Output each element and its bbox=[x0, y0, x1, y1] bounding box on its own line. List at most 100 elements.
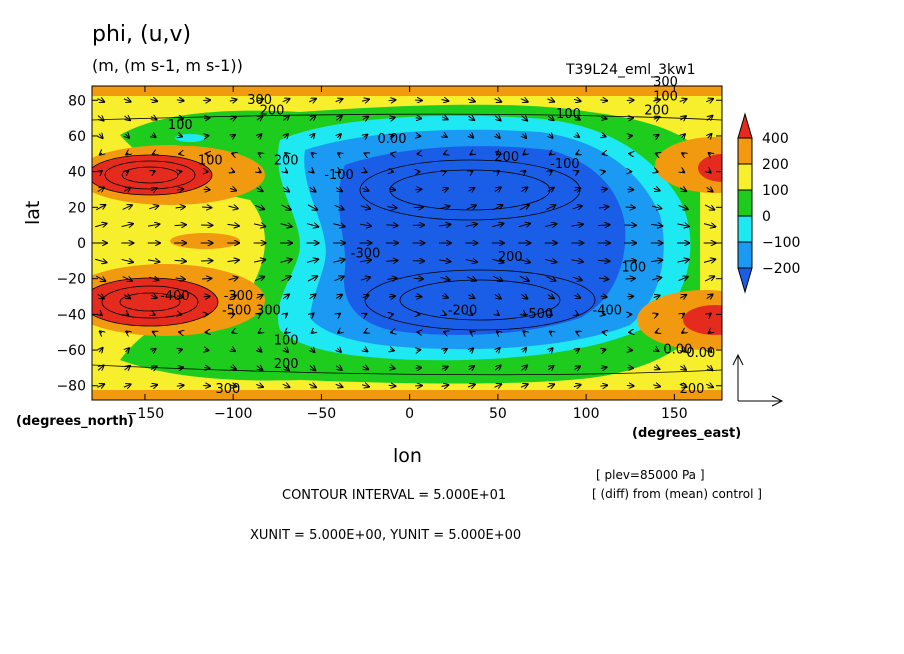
wind-vector bbox=[656, 171, 658, 172]
wind-vector bbox=[100, 153, 102, 155]
wind-vector bbox=[362, 99, 369, 101]
colorbar-segment bbox=[737, 163, 753, 191]
x-tick-label: −150 bbox=[126, 406, 164, 422]
wind-vector bbox=[625, 207, 635, 208]
wind-vector bbox=[653, 188, 660, 190]
wind-vector bbox=[704, 204, 714, 210]
wind-vector bbox=[229, 99, 237, 101]
wind-vector bbox=[679, 188, 686, 191]
wind-vector bbox=[600, 100, 607, 101]
wind-vector bbox=[602, 349, 606, 350]
contour-label: 0.00 bbox=[378, 132, 407, 147]
wind-vector bbox=[600, 385, 607, 386]
wind-vector bbox=[335, 366, 342, 370]
wind-vector bbox=[388, 100, 396, 101]
wind-vector bbox=[230, 188, 236, 190]
wind-vector bbox=[598, 260, 609, 261]
contour-label: 200 bbox=[274, 357, 299, 372]
wind-vector bbox=[574, 295, 580, 298]
wind-vector bbox=[708, 348, 712, 352]
wind-vector bbox=[523, 331, 525, 333]
wind-vector bbox=[95, 224, 106, 227]
wind-vector bbox=[546, 277, 555, 281]
wind-vector bbox=[149, 206, 158, 209]
wind-vector bbox=[575, 117, 581, 120]
x-axis-label: lon bbox=[393, 445, 422, 467]
wind-vector bbox=[126, 153, 128, 154]
wind-vector bbox=[124, 295, 130, 299]
wind-vector bbox=[364, 332, 366, 333]
contour-label: 200 bbox=[644, 104, 669, 119]
colorbar-segment bbox=[737, 241, 753, 269]
wind-vector bbox=[312, 331, 314, 333]
wind-vector bbox=[97, 187, 104, 191]
contour-label: -500 bbox=[222, 303, 252, 318]
wind-vector bbox=[573, 385, 581, 387]
wind-vector bbox=[575, 349, 579, 352]
wind-vector bbox=[496, 348, 500, 352]
wind-vector bbox=[282, 384, 290, 387]
x-tick-label: −100 bbox=[214, 406, 252, 422]
wind-vector bbox=[493, 275, 502, 281]
wind-vector bbox=[285, 314, 287, 316]
wind-vector bbox=[492, 259, 503, 262]
wind-vector bbox=[706, 294, 713, 298]
y-tick-label: 40 bbox=[68, 165, 86, 181]
wind-vector bbox=[308, 99, 316, 102]
wind-vector bbox=[521, 116, 528, 121]
wind-vector bbox=[545, 259, 556, 262]
wind-vector bbox=[443, 135, 447, 137]
wind-vector bbox=[680, 366, 686, 370]
wind-vector bbox=[467, 384, 475, 387]
wind-vector bbox=[256, 384, 263, 387]
y-tick-label: −40 bbox=[56, 307, 86, 323]
wind-vector bbox=[496, 134, 500, 138]
contour-label: 300 bbox=[256, 303, 281, 318]
contour-label: 0.00 bbox=[663, 343, 692, 358]
wind-vector bbox=[176, 100, 184, 101]
wind-vector bbox=[599, 207, 608, 208]
wind-vector bbox=[656, 332, 658, 333]
wind-vector bbox=[311, 348, 315, 352]
wind-vector bbox=[521, 187, 527, 191]
wind-vector bbox=[152, 349, 156, 352]
wind-vector bbox=[202, 278, 211, 279]
contour-label: -400 bbox=[160, 289, 190, 304]
wind-vector bbox=[444, 153, 446, 154]
wind-vector bbox=[444, 314, 446, 315]
x-tick-label: 0 bbox=[405, 406, 414, 422]
wind-vector bbox=[151, 117, 157, 120]
wind-vector bbox=[417, 350, 421, 351]
wind-vector bbox=[178, 135, 182, 136]
wind-vector bbox=[360, 277, 370, 280]
wind-vector bbox=[497, 171, 499, 173]
x-tick-label: 100 bbox=[573, 406, 600, 422]
wind-vector bbox=[654, 367, 660, 369]
wind-vector bbox=[125, 348, 129, 352]
y-tick-label: −60 bbox=[56, 343, 86, 359]
wind-vector bbox=[469, 116, 475, 120]
y-tick-label: 0 bbox=[77, 236, 86, 252]
contour-label: -200 bbox=[448, 303, 478, 318]
wind-vector bbox=[100, 314, 102, 316]
wind-vector bbox=[655, 349, 659, 351]
wind-vector bbox=[627, 368, 633, 369]
wind-vector bbox=[203, 189, 210, 190]
high-east-north bbox=[655, 137, 722, 193]
wind-vector bbox=[148, 260, 159, 262]
wind-vector bbox=[259, 153, 261, 154]
wind-vector bbox=[126, 331, 128, 332]
wind-vector bbox=[232, 171, 234, 172]
wind-vector bbox=[574, 188, 580, 191]
wind-vector bbox=[468, 295, 474, 298]
wind-vector bbox=[550, 331, 552, 332]
wind-vector bbox=[338, 153, 340, 154]
wind-vector bbox=[284, 134, 288, 138]
wind-vector bbox=[441, 188, 448, 190]
wind-vector bbox=[523, 348, 527, 352]
wind-vector bbox=[364, 349, 368, 352]
wind-vector bbox=[709, 171, 711, 173]
wind-vector bbox=[518, 224, 530, 227]
wind-vector bbox=[547, 366, 554, 370]
wind-vector bbox=[415, 118, 422, 119]
